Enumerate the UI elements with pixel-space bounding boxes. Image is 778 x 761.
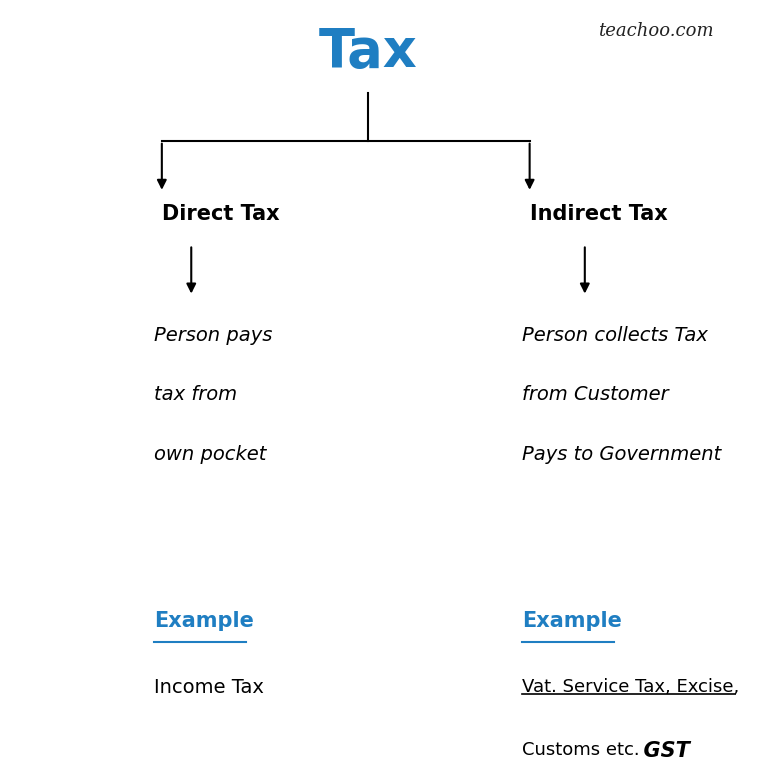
Text: teachoo.com: teachoo.com <box>598 22 713 40</box>
Text: tax from: tax from <box>155 385 237 404</box>
Text: own pocket: own pocket <box>155 444 267 463</box>
Text: Customs etc.: Customs etc. <box>522 741 640 759</box>
Text: Indirect Tax: Indirect Tax <box>530 204 668 224</box>
Text: GST: GST <box>629 741 690 761</box>
Text: Pays to Government: Pays to Government <box>522 444 721 463</box>
Text: Direct Tax: Direct Tax <box>162 204 279 224</box>
Text: Vat. Service Tax, Excise,: Vat. Service Tax, Excise, <box>522 678 740 696</box>
Text: Income Tax: Income Tax <box>155 678 265 697</box>
Text: Example: Example <box>155 611 254 632</box>
Text: Person pays: Person pays <box>155 326 273 345</box>
Text: Tax: Tax <box>318 26 417 78</box>
Text: from Customer: from Customer <box>522 385 669 404</box>
Text: Person collects Tax: Person collects Tax <box>522 326 708 345</box>
Text: Example: Example <box>522 611 622 632</box>
